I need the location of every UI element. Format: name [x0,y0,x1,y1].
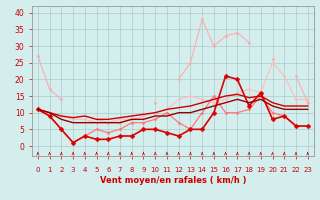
X-axis label: Vent moyen/en rafales ( km/h ): Vent moyen/en rafales ( km/h ) [100,176,246,185]
